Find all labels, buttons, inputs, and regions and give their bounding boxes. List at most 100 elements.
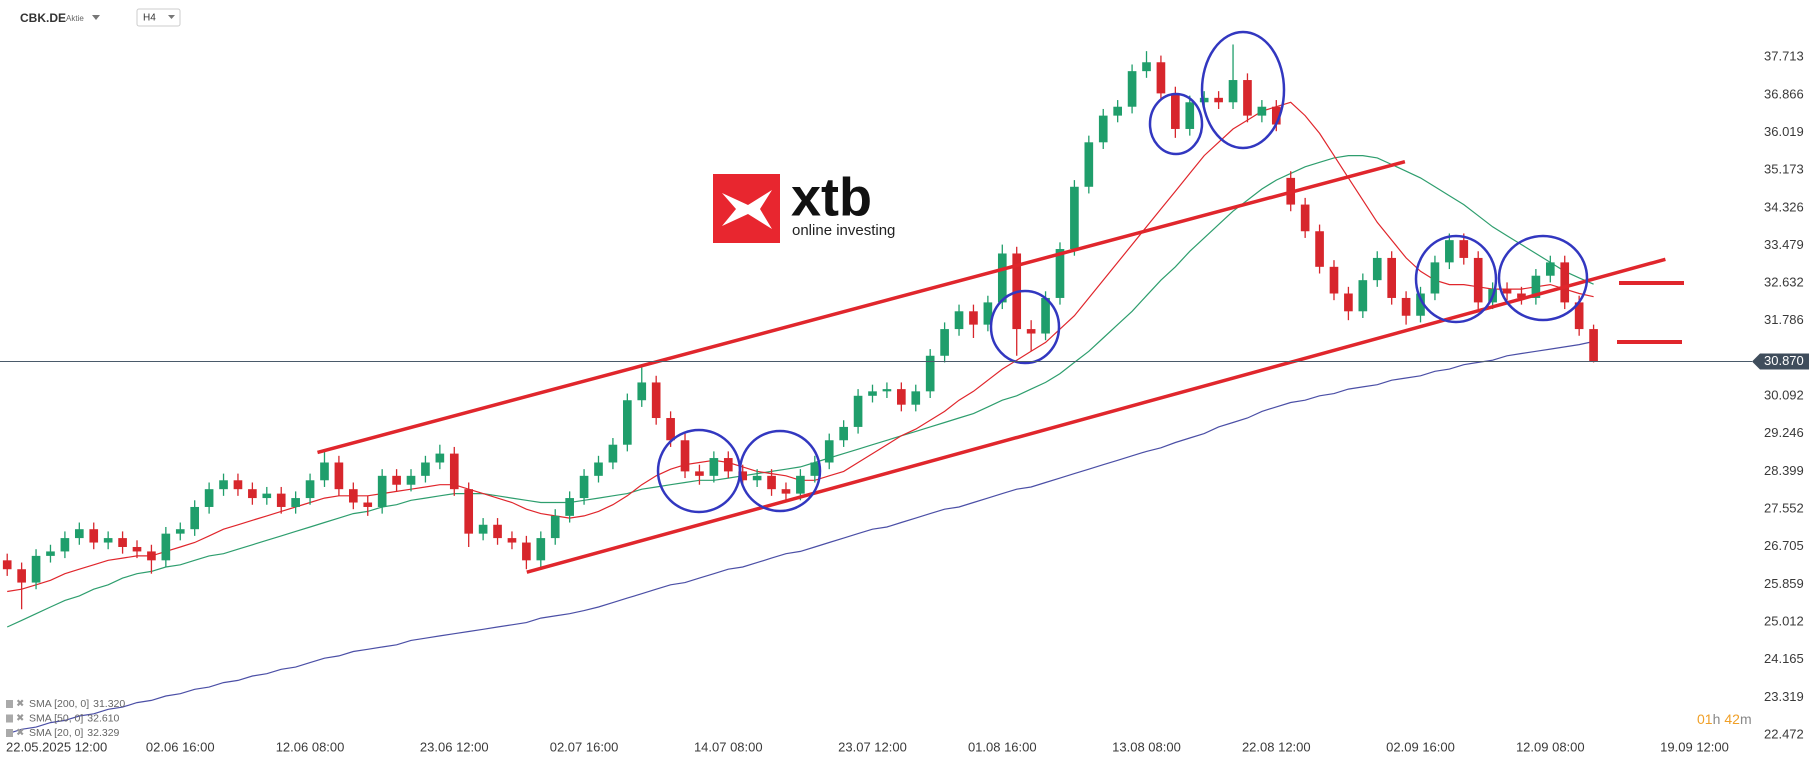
y-tick-label: 27.552 bbox=[1764, 501, 1804, 516]
y-tick-label: 25.859 bbox=[1764, 576, 1804, 591]
candle-body bbox=[1445, 240, 1454, 263]
x-tick-label: 12.06 08:00 bbox=[276, 739, 345, 754]
candle-body bbox=[1300, 204, 1310, 232]
y-tick-label: 37.713 bbox=[1764, 49, 1804, 64]
candle-body bbox=[1055, 249, 1065, 298]
highlight-circle bbox=[1148, 92, 1204, 156]
candle-body bbox=[781, 489, 791, 494]
symbol-header[interactable]: CBK.DE Aktie bbox=[20, 11, 100, 25]
legend-label: SMA [20, 0] 32.329 bbox=[29, 727, 120, 739]
candle-body bbox=[334, 462, 344, 490]
candle-body bbox=[1459, 240, 1469, 258]
timer-minutes-unit: m bbox=[1740, 711, 1752, 727]
candle-body bbox=[1199, 97, 1209, 103]
candle-body bbox=[594, 462, 603, 476]
highlight-circle bbox=[1414, 234, 1498, 324]
candle-body bbox=[997, 253, 1007, 303]
candle-body bbox=[709, 458, 719, 476]
candle-body bbox=[1401, 297, 1411, 316]
candle-body bbox=[493, 524, 502, 539]
candle-body bbox=[449, 453, 459, 490]
x-tick-label: 12.09 08:00 bbox=[1516, 739, 1585, 754]
candle-body bbox=[219, 480, 228, 490]
symbol: CBK.DE bbox=[20, 11, 66, 25]
candle-body bbox=[1502, 289, 1512, 294]
y-tick-label: 26.705 bbox=[1764, 538, 1804, 553]
legend-icon bbox=[6, 700, 13, 708]
legend-close: ✖ bbox=[16, 699, 24, 710]
candle-body bbox=[1329, 266, 1339, 294]
candle-body bbox=[377, 475, 387, 507]
candle-body bbox=[954, 311, 964, 330]
candle-body bbox=[1545, 262, 1555, 276]
candle-body bbox=[1416, 293, 1425, 316]
candle-body bbox=[478, 524, 488, 534]
candle-body bbox=[579, 475, 589, 499]
candle-body bbox=[1517, 293, 1526, 298]
timer-hours-unit: h bbox=[1713, 711, 1721, 727]
candle-body bbox=[46, 551, 55, 556]
legend-close: ✖ bbox=[16, 713, 24, 724]
candle-body bbox=[1271, 106, 1281, 125]
candle-body bbox=[1026, 329, 1036, 334]
current-price-label: 30.870 bbox=[1764, 353, 1804, 368]
legend-item[interactable]: ✖ SMA [200, 0] 31.320 bbox=[6, 698, 125, 710]
candle-body bbox=[392, 475, 401, 485]
candle-body bbox=[464, 489, 474, 534]
timeframe: H4 bbox=[143, 13, 156, 24]
candle-body bbox=[853, 395, 863, 427]
price-tag bbox=[1752, 353, 1809, 370]
candle-body bbox=[824, 440, 834, 463]
candle-body bbox=[1473, 257, 1483, 303]
candle-body bbox=[233, 480, 243, 490]
legend-item[interactable]: ✖ SMA [50, 0] 32.610 bbox=[6, 712, 120, 724]
legend-value: 32.610 bbox=[87, 712, 119, 724]
x-tick-label: 02.09 16:00 bbox=[1386, 739, 1455, 754]
candle-body bbox=[132, 546, 142, 552]
candle-body bbox=[1387, 257, 1396, 298]
candle-body bbox=[651, 382, 661, 419]
legend-name: SMA [200, 0] bbox=[29, 698, 89, 710]
candle-body bbox=[1185, 102, 1195, 129]
candle-body bbox=[161, 533, 171, 561]
candle-body bbox=[882, 389, 892, 392]
legend-value: 31.320 bbox=[93, 698, 125, 710]
instrument-kind: Aktie bbox=[66, 14, 84, 23]
candle-body bbox=[723, 458, 733, 472]
candle-body bbox=[565, 498, 574, 516]
legend-icon bbox=[6, 714, 13, 723]
candle-body bbox=[31, 555, 41, 583]
candle-body bbox=[911, 391, 921, 405]
y-tick-label: 24.165 bbox=[1764, 651, 1804, 666]
candle-body bbox=[752, 475, 762, 481]
highlight-circle bbox=[1497, 234, 1589, 322]
trend-line bbox=[526, 257, 1666, 574]
candle-body bbox=[17, 569, 26, 583]
logo-tagline: online investing bbox=[792, 222, 895, 239]
candle-body bbox=[305, 480, 315, 499]
sma-line bbox=[7, 340, 1594, 735]
legend-item[interactable]: ✖ SMA [20, 0] 32.329 bbox=[6, 727, 120, 739]
candle-layer bbox=[2, 44, 1598, 610]
dropdown-arrow bbox=[92, 15, 100, 20]
candle-body bbox=[1142, 62, 1151, 72]
logo: xtb online investing bbox=[713, 167, 895, 243]
timeframe-select[interactable]: H4 bbox=[136, 8, 181, 27]
legend-value: 32.329 bbox=[87, 727, 119, 739]
candle-body bbox=[695, 471, 704, 476]
candle-body bbox=[291, 498, 300, 507]
candle-body bbox=[118, 538, 127, 547]
candle-body bbox=[522, 542, 531, 561]
legend-icon bbox=[6, 729, 13, 737]
x-tick-label: 22.08 12:00 bbox=[1242, 739, 1311, 754]
drawing-layer bbox=[317, 30, 1684, 574]
y-tick-label: 32.632 bbox=[1764, 275, 1804, 290]
candle-body bbox=[2, 560, 12, 570]
candle-body bbox=[1372, 257, 1382, 281]
candle-body bbox=[175, 529, 185, 534]
candle-timer: 01h 42m bbox=[1697, 711, 1752, 727]
x-tick-label: 02.06 16:00 bbox=[146, 739, 215, 754]
candle-body bbox=[190, 506, 200, 530]
candle-body bbox=[1127, 71, 1137, 107]
